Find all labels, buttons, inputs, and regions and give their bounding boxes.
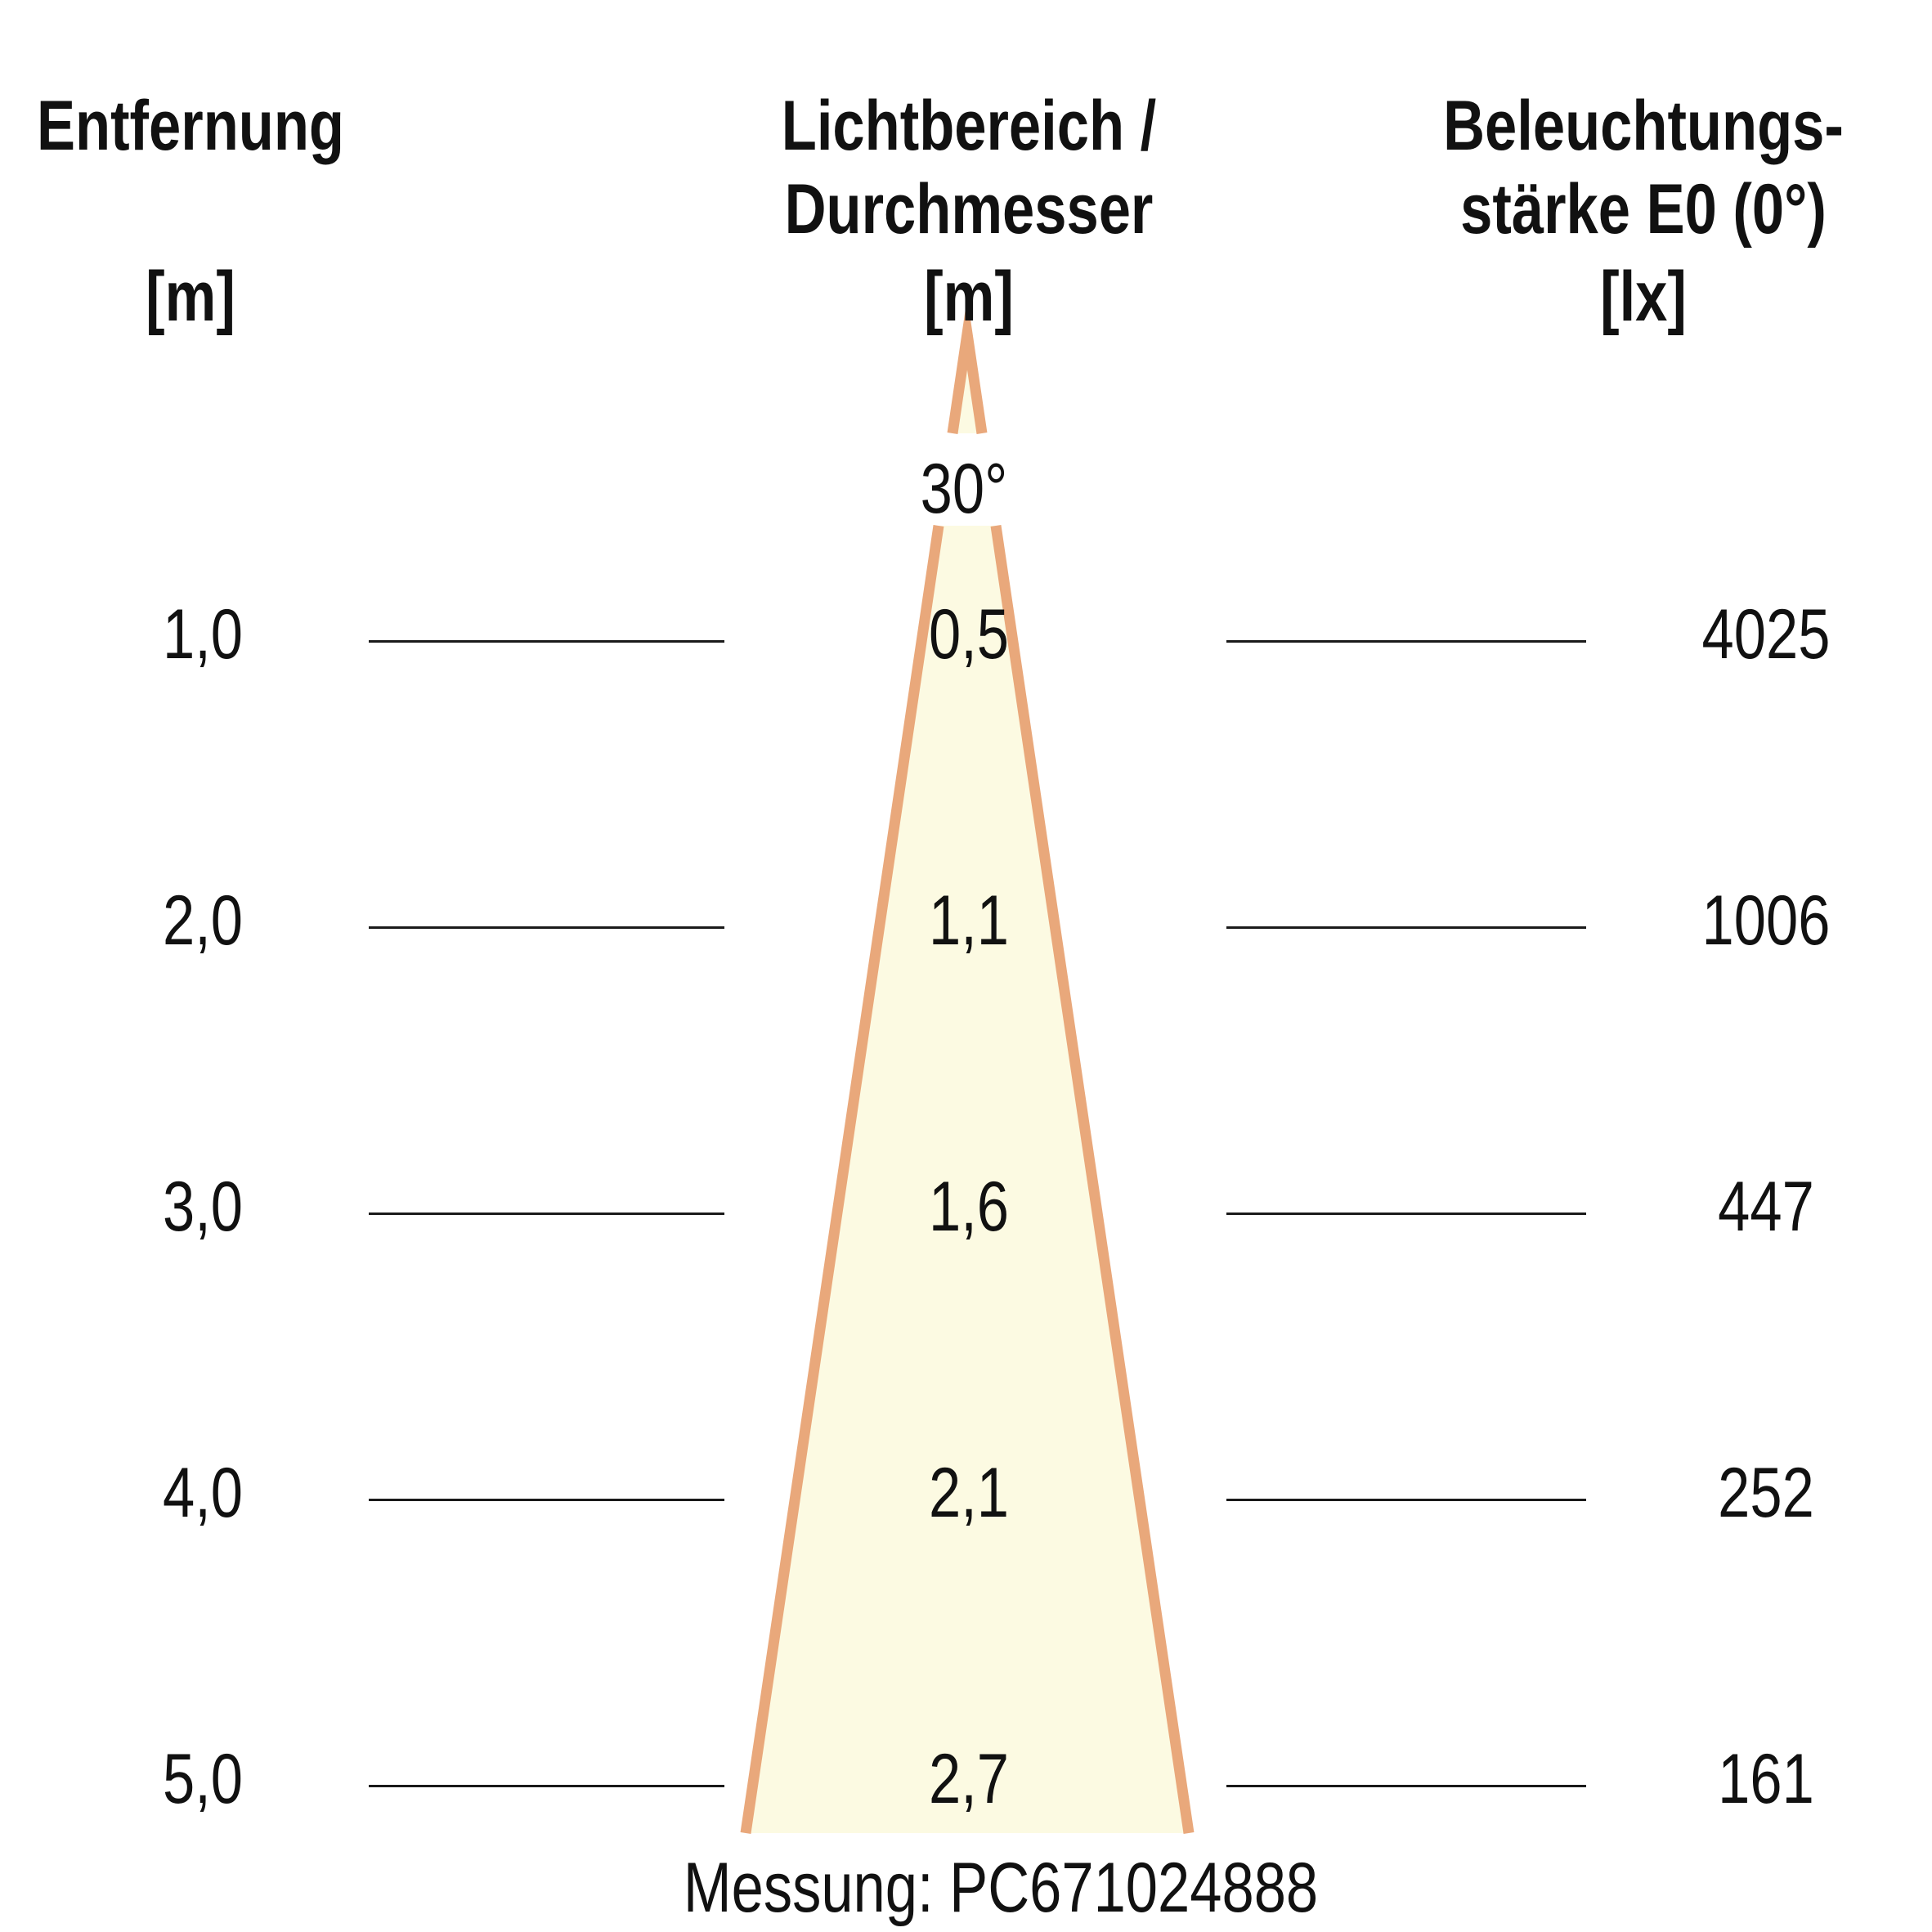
cone-body-fill <box>746 526 1189 1833</box>
row-rule-left <box>369 1785 724 1787</box>
distance-value: 1,0 <box>162 595 244 674</box>
distance-value: 4,0 <box>162 1454 244 1532</box>
header-illuminance-unit: [lx] <box>1600 258 1687 336</box>
header-diameter-unit: [m] <box>924 258 1014 336</box>
header-illuminance-title-1: Beleuchtungs- <box>1443 87 1844 165</box>
row-rule-left <box>369 640 724 643</box>
illuminance-value: 1006 <box>1701 881 1831 960</box>
header-distance-title: Entfernung <box>36 87 345 165</box>
cone-edge-left <box>740 525 944 1834</box>
row-rule-right <box>1226 1213 1586 1215</box>
header-diameter-title-1: Lichtbereich / <box>781 87 1157 165</box>
illuminance-value: 252 <box>1718 1454 1814 1532</box>
cone-tip <box>947 297 988 434</box>
row-rule-left <box>369 1499 724 1501</box>
header-illuminance-title-2: stärke E0 (0°) <box>1460 170 1827 249</box>
header-distance-unit: [m] <box>146 258 235 336</box>
illuminance-value: 447 <box>1718 1168 1814 1246</box>
illuminance-value: 4025 <box>1701 595 1831 674</box>
diameter-value: 2,7 <box>928 1740 1010 1818</box>
diameter-value: 2,1 <box>928 1454 1010 1532</box>
row-rule-right <box>1226 640 1586 643</box>
row-rule-right <box>1226 926 1586 929</box>
distance-value: 5,0 <box>162 1740 244 1818</box>
beam-angle-label: 30° <box>920 450 1008 528</box>
diameter-value: 0,5 <box>928 595 1010 674</box>
row-rule-left <box>369 926 724 929</box>
distance-value: 3,0 <box>162 1168 244 1246</box>
row-rule-right <box>1226 1785 1586 1787</box>
row-rule-right <box>1226 1499 1586 1501</box>
row-rule-left <box>369 1213 724 1215</box>
illuminance-value: 161 <box>1718 1740 1814 1818</box>
measurement-reference: Messung: PC671024888 <box>683 1849 1319 1927</box>
diameter-value: 1,1 <box>928 881 1010 960</box>
distance-value: 2,0 <box>162 881 244 960</box>
header-diameter-title-2: Durchmesser <box>784 170 1154 249</box>
diameter-value: 1,6 <box>928 1168 1010 1246</box>
cone-edge-right <box>990 525 1195 1834</box>
